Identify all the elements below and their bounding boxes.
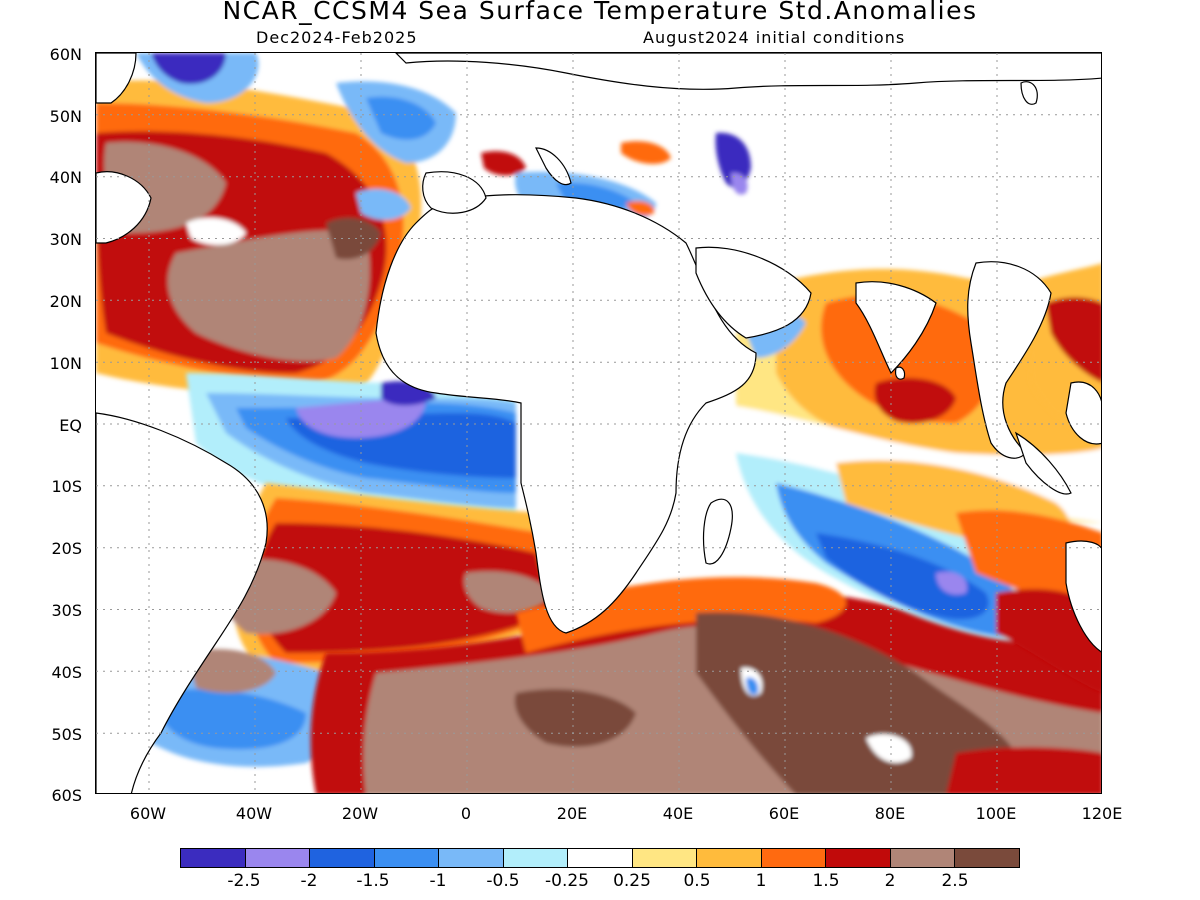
sri-lanka	[894, 366, 906, 380]
colorbar-box	[890, 849, 956, 867]
north-america	[96, 171, 152, 244]
lon-label: 40W	[235, 804, 273, 823]
lat-label: 50S	[51, 725, 82, 744]
colorbar-label: 1.5	[812, 871, 840, 891]
colorbar-box	[568, 849, 633, 867]
colorbar-label: -1	[429, 871, 447, 891]
colorbar-label: -0.25	[545, 871, 589, 891]
colorbar-box	[503, 849, 569, 867]
lat-label: EQ	[59, 416, 82, 435]
italy	[535, 147, 572, 186]
colorbar-box	[761, 849, 827, 867]
colorbar-box	[826, 849, 891, 867]
greenland	[96, 53, 137, 104]
southern-ocean-anomalies	[310, 577, 1101, 793]
labrador-deep	[151, 53, 226, 84]
io-red-bob	[874, 378, 956, 424]
colorbar-label: 1	[755, 871, 767, 891]
colorbar-box	[632, 849, 698, 867]
colorbar-box	[310, 849, 375, 867]
na-cool-deep	[366, 96, 436, 140]
lon-label: 100E	[975, 804, 1017, 823]
sa-blue-sw	[156, 689, 306, 750]
lon-label: 40E	[662, 804, 694, 823]
colorbar-box	[374, 849, 440, 867]
lat-label: 10S	[51, 477, 82, 496]
lon-label: 20E	[556, 804, 588, 823]
arabian-peninsula	[695, 246, 812, 339]
lat-label: 30N	[49, 230, 82, 249]
map-canvas	[96, 53, 1101, 793]
colorbar-label: 0.5	[683, 871, 711, 891]
north-atlantic-anomalies	[96, 53, 456, 398]
lon-label: 0	[460, 804, 472, 823]
initial-conditions: August2024 initial conditions	[643, 28, 906, 47]
caspian-indigo	[715, 132, 751, 188]
colorbar-box	[697, 849, 762, 867]
sumatra	[1014, 431, 1072, 495]
land-masses	[96, 53, 1101, 793]
colorbar	[180, 848, 1020, 868]
colorbar-box	[245, 849, 311, 867]
lat-label: 60N	[49, 45, 82, 64]
colorbar-label: -2	[300, 871, 318, 891]
anomaly-map	[95, 52, 1102, 794]
lat-label: 40N	[49, 168, 82, 187]
colorbar-label: -2.5	[227, 871, 261, 891]
lon-label: 80E	[874, 804, 906, 823]
japan	[1020, 81, 1038, 105]
black-sea-orange	[621, 141, 671, 165]
sa-brown-east	[464, 571, 551, 613]
colorbar-box	[181, 849, 246, 867]
colorbar-label: 2	[884, 871, 896, 891]
india	[855, 281, 937, 375]
sa-red	[256, 523, 551, 653]
io-red-east	[956, 510, 1101, 613]
na-brown-sub	[167, 230, 370, 362]
south-america	[96, 412, 268, 793]
so-red-east	[946, 747, 1101, 793]
lat-label: 60S	[51, 786, 82, 805]
chart-title: NCAR_CCSM4 Sea Surface Temperature Std.A…	[222, 0, 978, 25]
lon-label: 120E	[1081, 804, 1123, 823]
borneo	[1065, 381, 1101, 445]
madagascar	[702, 498, 733, 565]
south-atlantic-anomalies	[96, 483, 566, 767]
colorbar-box	[955, 849, 1019, 867]
so-white-2	[866, 734, 912, 763]
lat-label: 20N	[49, 292, 82, 311]
lat-label: 40S	[51, 663, 82, 682]
so-blue-eye	[746, 677, 759, 695]
na-cool-mid	[356, 188, 411, 220]
caspian-purple	[731, 172, 748, 195]
lat-label: 10N	[49, 354, 82, 373]
so-darkbrown	[696, 612, 1016, 793]
africa	[375, 194, 757, 634]
europe	[395, 53, 1101, 90]
australia	[1065, 540, 1101, 653]
na-brown-east	[326, 217, 381, 260]
io-purple	[936, 571, 967, 595]
lon-label: 60E	[768, 804, 800, 823]
so-darkbrown-west	[514, 689, 636, 747]
forecast-period: Dec2024-Feb2025	[256, 28, 418, 47]
colorbar-label: -1.5	[356, 871, 390, 891]
lon-label: 20W	[341, 804, 379, 823]
grid-lines	[96, 53, 1101, 793]
lon-label: 60W	[129, 804, 167, 823]
colorbar-box	[439, 849, 504, 867]
colorbar-label: -0.5	[486, 871, 520, 891]
lat-label: 50N	[49, 107, 82, 126]
med-red	[481, 151, 526, 176]
colorbar-label: 0.25	[613, 871, 651, 891]
colorbar-label: 2.5	[941, 871, 969, 891]
pac-red	[1046, 297, 1101, 382]
lat-label: 30S	[51, 601, 82, 620]
lat-label: 20S	[51, 539, 82, 558]
iberia	[422, 171, 487, 214]
io-deep	[816, 533, 989, 620]
